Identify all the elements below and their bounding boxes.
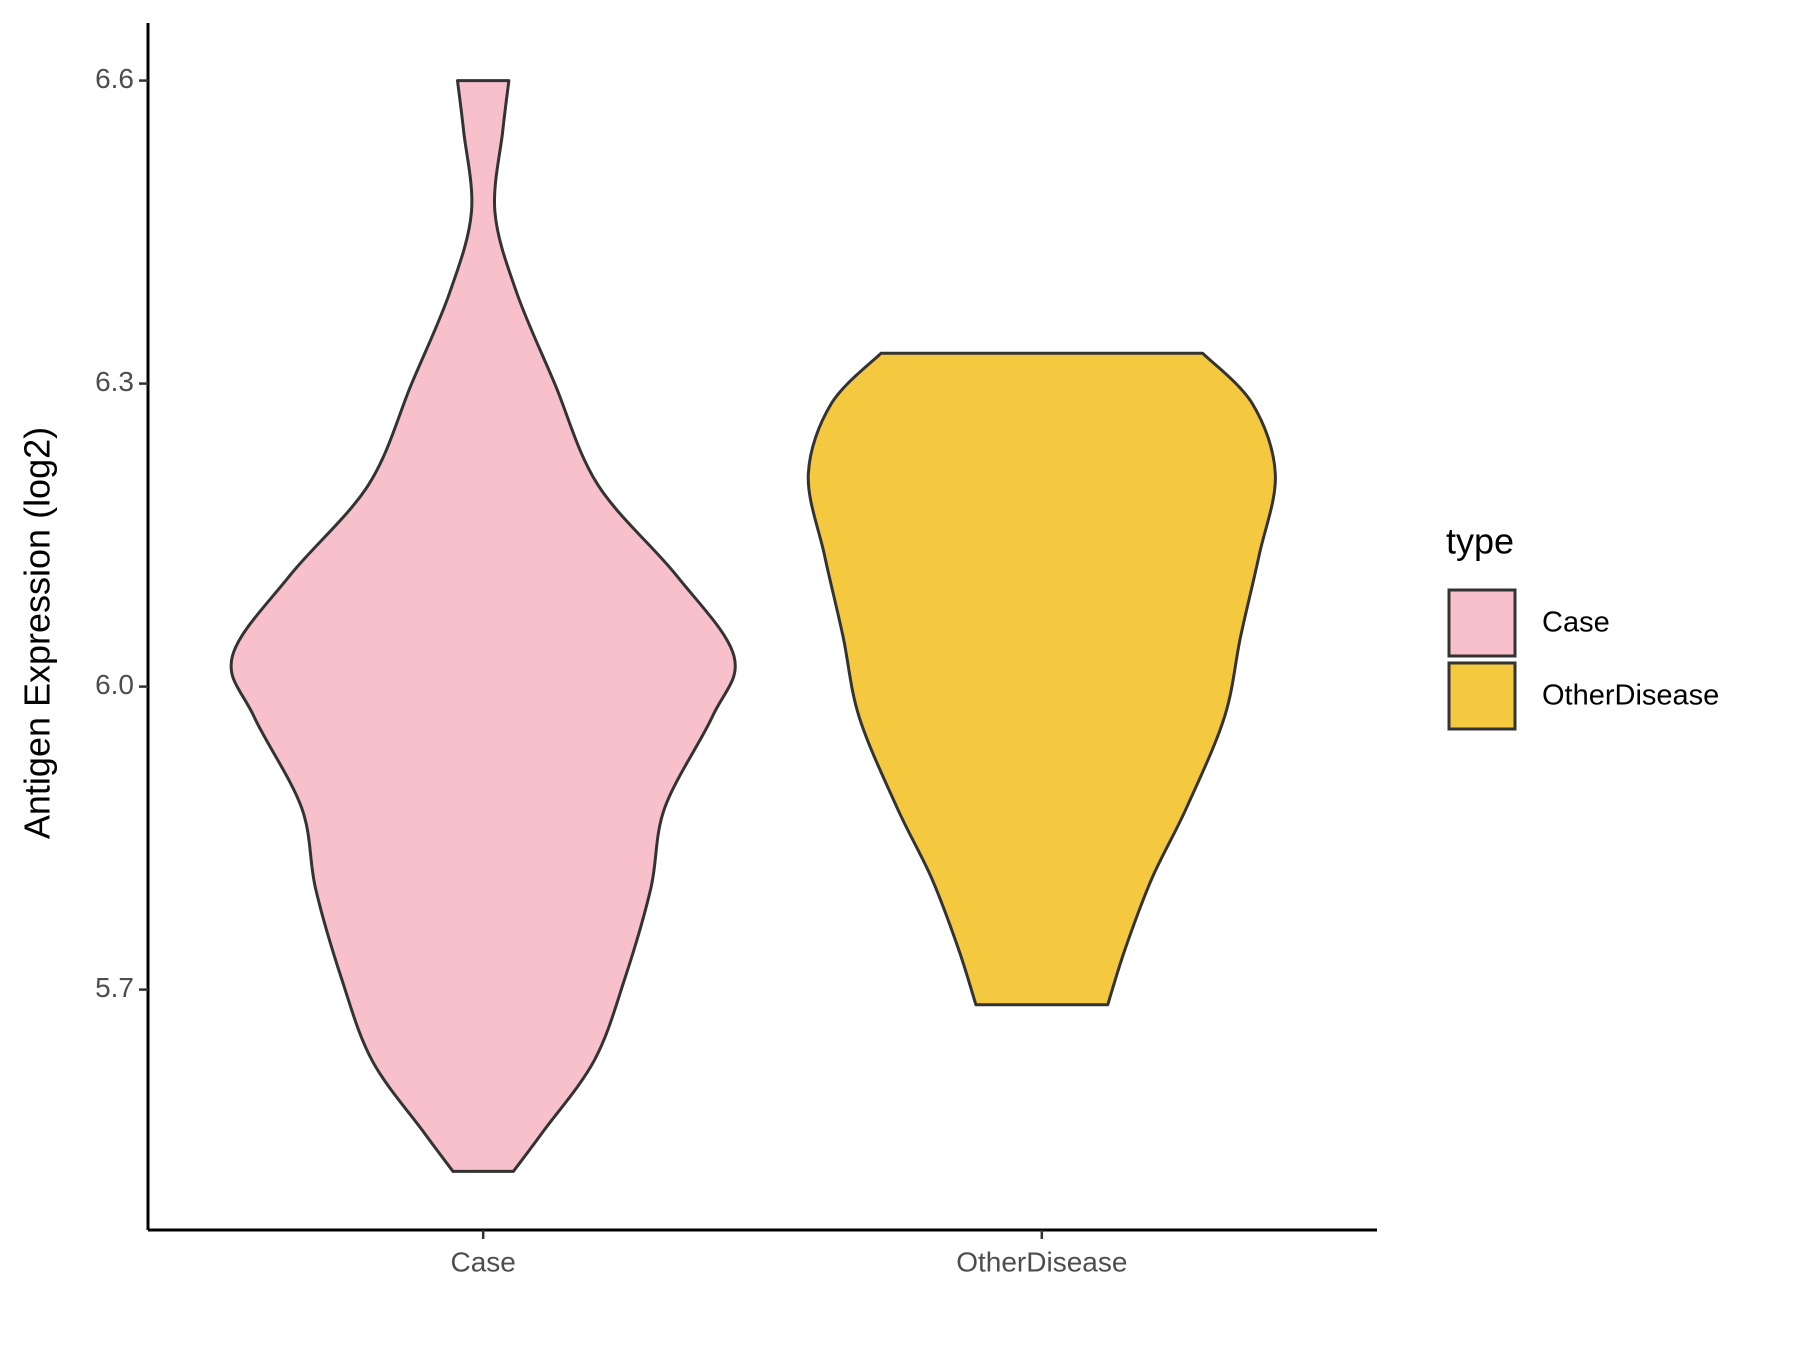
legend-key xyxy=(1447,588,1517,658)
violin xyxy=(806,351,1277,1007)
y-tick-label: 6.0 xyxy=(95,669,134,700)
legend-key xyxy=(1447,661,1517,731)
legend-label: Case xyxy=(1542,607,1610,639)
y-tick-label: 6.6 xyxy=(95,63,134,94)
legend-title: type xyxy=(1446,521,1514,562)
x-tick-label: Case xyxy=(450,1246,515,1277)
violin xyxy=(229,79,737,1173)
y-tick-label: 5.7 xyxy=(95,972,134,1003)
x-tick-label: OtherDisease xyxy=(956,1246,1127,1277)
y-tick-label: 6.3 xyxy=(95,366,134,397)
legend-label: OtherDisease xyxy=(1542,680,1719,712)
y-axis-title: Antigen Expression (log2) xyxy=(17,427,58,839)
